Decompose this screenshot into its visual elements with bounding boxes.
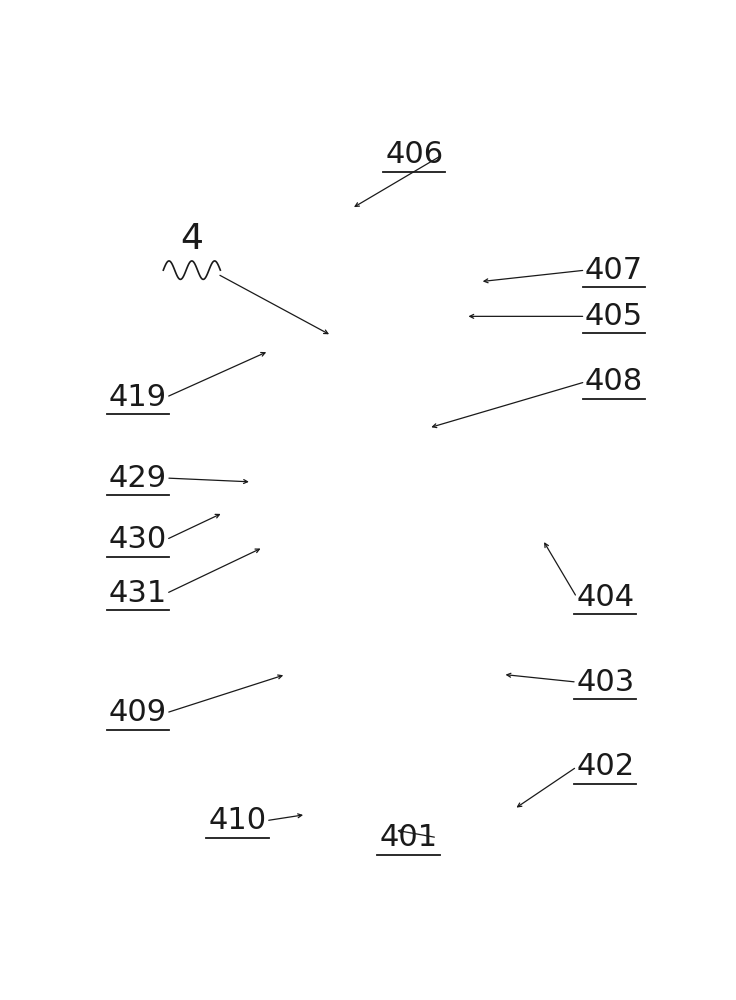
- Text: 430: 430: [108, 525, 167, 554]
- Text: 408: 408: [585, 367, 643, 396]
- Text: 407: 407: [585, 256, 643, 285]
- Text: 403: 403: [576, 668, 634, 697]
- Text: 409: 409: [109, 698, 166, 727]
- Text: 4: 4: [180, 222, 203, 256]
- Text: 410: 410: [208, 806, 266, 835]
- Text: 402: 402: [576, 752, 634, 781]
- Text: 404: 404: [576, 583, 634, 612]
- Text: 429: 429: [109, 464, 166, 493]
- Text: 405: 405: [585, 302, 643, 331]
- Text: 419: 419: [109, 383, 166, 412]
- Text: 431: 431: [108, 579, 167, 608]
- Text: 401: 401: [380, 823, 438, 852]
- Text: 406: 406: [385, 140, 443, 169]
